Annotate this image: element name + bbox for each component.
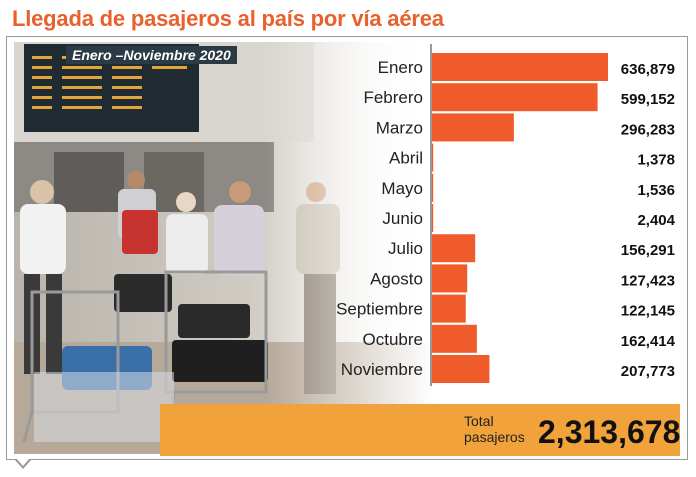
value-label: 162,414 [621,333,676,350]
category-label: Noviembre [341,360,423,379]
total-value: 2,313,678 [538,414,681,450]
bar-julio [432,234,476,263]
value-label: 122,145 [621,303,675,320]
bar-septiembre [432,294,466,323]
category-label: Agosto [370,269,423,288]
bar-marzo [432,113,514,142]
category-label: Octubre [363,330,423,349]
bar-mayo [432,173,434,202]
category-label: Enero [378,58,423,77]
category-label: Septiembre [336,300,423,319]
value-label: 127,423 [621,272,675,289]
value-label: 296,283 [621,121,675,138]
callout-tail-inner [16,458,30,466]
value-label: 2,404 [637,212,675,229]
category-label: Mayo [381,179,423,198]
category-label: Abril [389,149,423,168]
total-label: Total pasajeros [464,413,525,445]
value-label: 1,536 [637,182,675,199]
bar-abril [432,143,434,172]
airport-photo [14,42,434,454]
chart-title: Llegada de pasajeros al país por vía aér… [12,6,444,31]
chart-subtitle: Enero –Noviembre 2020 [66,46,237,64]
value-label: 156,291 [621,242,675,259]
value-label: 207,773 [621,363,675,380]
value-label: 599,152 [621,91,675,108]
bar-noviembre [432,355,490,383]
bar-febrero [432,83,598,112]
total-band [160,404,680,456]
value-label: 636,879 [621,61,675,78]
bar-junio [432,204,434,232]
category-label: Junio [382,209,423,228]
bar-enero [432,53,608,81]
bar-agosto [432,264,468,293]
bar-octubre [432,324,477,353]
category-label: Febrero [363,88,423,107]
category-label: Marzo [376,118,423,137]
category-label: Julio [388,239,423,258]
value-label: 1,378 [637,152,675,169]
